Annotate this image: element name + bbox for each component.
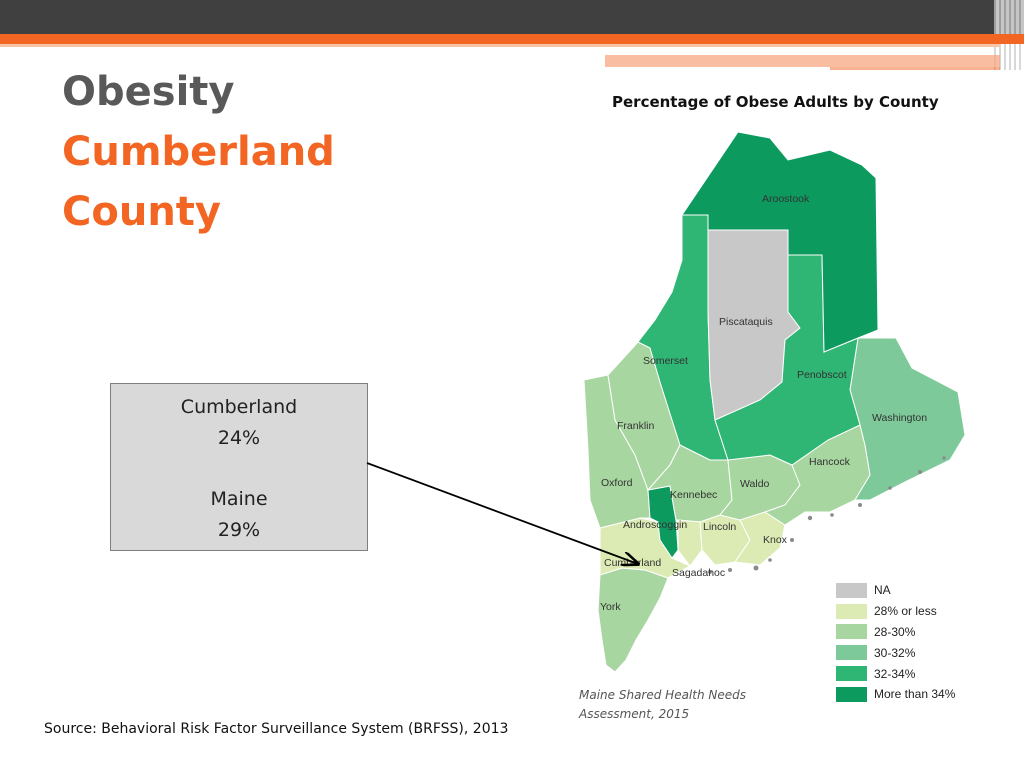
- legend-swatch: [836, 582, 867, 598]
- orange-accent-right-line: [830, 67, 1000, 70]
- county-label-waldo: Waldo: [740, 478, 770, 490]
- county-label-york: York: [600, 601, 621, 613]
- county-label-cumberland: Cumberland: [604, 557, 661, 569]
- caption-line-1: Maine Shared Health Needs: [579, 688, 746, 702]
- county-label-washington: Washington: [872, 412, 927, 424]
- legend-label: 28-30%: [874, 624, 916, 639]
- county-label-somerset: Somerset: [643, 355, 688, 367]
- legend-label: More than 34%: [874, 687, 956, 702]
- orange-band-highlight: [0, 44, 1000, 47]
- county-label-sagadahoc: Sagadahoc: [672, 567, 725, 579]
- stats-spacer: [111, 454, 367, 484]
- legend-item-28-or-less: 28% or less: [836, 601, 955, 622]
- legend-item-more-than-34: More than 34%: [836, 684, 955, 705]
- legend-swatch: [836, 666, 867, 682]
- map-title: Percentage of Obese Adults by County: [612, 93, 939, 111]
- county-label-franklin: Franklin: [617, 420, 655, 432]
- legend-swatch: [836, 624, 867, 640]
- slide-title: Obesity Cumberland County: [62, 62, 335, 242]
- county-label-kennebec: Kennebec: [670, 489, 717, 501]
- legend-label: 32-34%: [874, 666, 916, 681]
- legend-item-28-30: 28-30%: [836, 622, 955, 643]
- source-citation: Source: Behavioral Risk Factor Surveilla…: [44, 721, 509, 737]
- title-line-county: County: [62, 189, 221, 235]
- stats-callout-box: Cumberland 24% Maine 29%: [110, 383, 368, 551]
- map-legend: NA 28% or less 28-30% 30-32% 32-34% More…: [836, 580, 955, 705]
- state-value: 29%: [217, 519, 261, 541]
- top-bar: [0, 0, 1024, 34]
- legend-swatch: [836, 645, 867, 661]
- title-line-cumberland: Cumberland: [62, 129, 335, 175]
- legend-swatch: [836, 686, 867, 702]
- county-label-oxford: Oxford: [601, 477, 633, 489]
- caption-line-2: Assessment, 2015: [579, 707, 690, 721]
- legend-item-na: NA: [836, 580, 955, 601]
- orange-band: [0, 34, 1024, 44]
- county-label-penobscot: Penobscot: [797, 369, 847, 381]
- county-label-knox: Knox: [763, 534, 788, 546]
- legend-label: 28% or less: [874, 604, 937, 619]
- orange-accent-right: [605, 55, 1000, 67]
- maine-county-map: Aroostook Piscataquis Somerset Penobscot…: [583, 131, 966, 673]
- legend-item-30-32: 30-32%: [836, 642, 955, 663]
- county-label-lincoln: Lincoln: [703, 521, 736, 533]
- legend-swatch: [836, 603, 867, 619]
- county-aroostook: [681, 131, 879, 353]
- county-york: [597, 567, 669, 673]
- county-value: 24%: [217, 427, 261, 449]
- county-label-hancock: Hancock: [809, 456, 851, 468]
- county-label-piscataquis: Piscataquis: [719, 316, 773, 328]
- county-washington: [849, 337, 966, 501]
- county-label-aroostook: Aroostook: [762, 193, 810, 205]
- legend-item-32-34: 32-34%: [836, 663, 955, 684]
- legend-label: NA: [874, 583, 891, 598]
- coastal-islands: [708, 456, 946, 574]
- title-line-obesity: Obesity: [62, 69, 235, 115]
- state-name: Maine: [210, 488, 268, 510]
- legend-label: 30-32%: [874, 645, 916, 660]
- county-name: Cumberland: [180, 396, 298, 418]
- map-caption: Maine Shared Health Needs Assessment, 20…: [579, 686, 746, 724]
- county-label-androscoggin: Androscoggin: [623, 519, 687, 531]
